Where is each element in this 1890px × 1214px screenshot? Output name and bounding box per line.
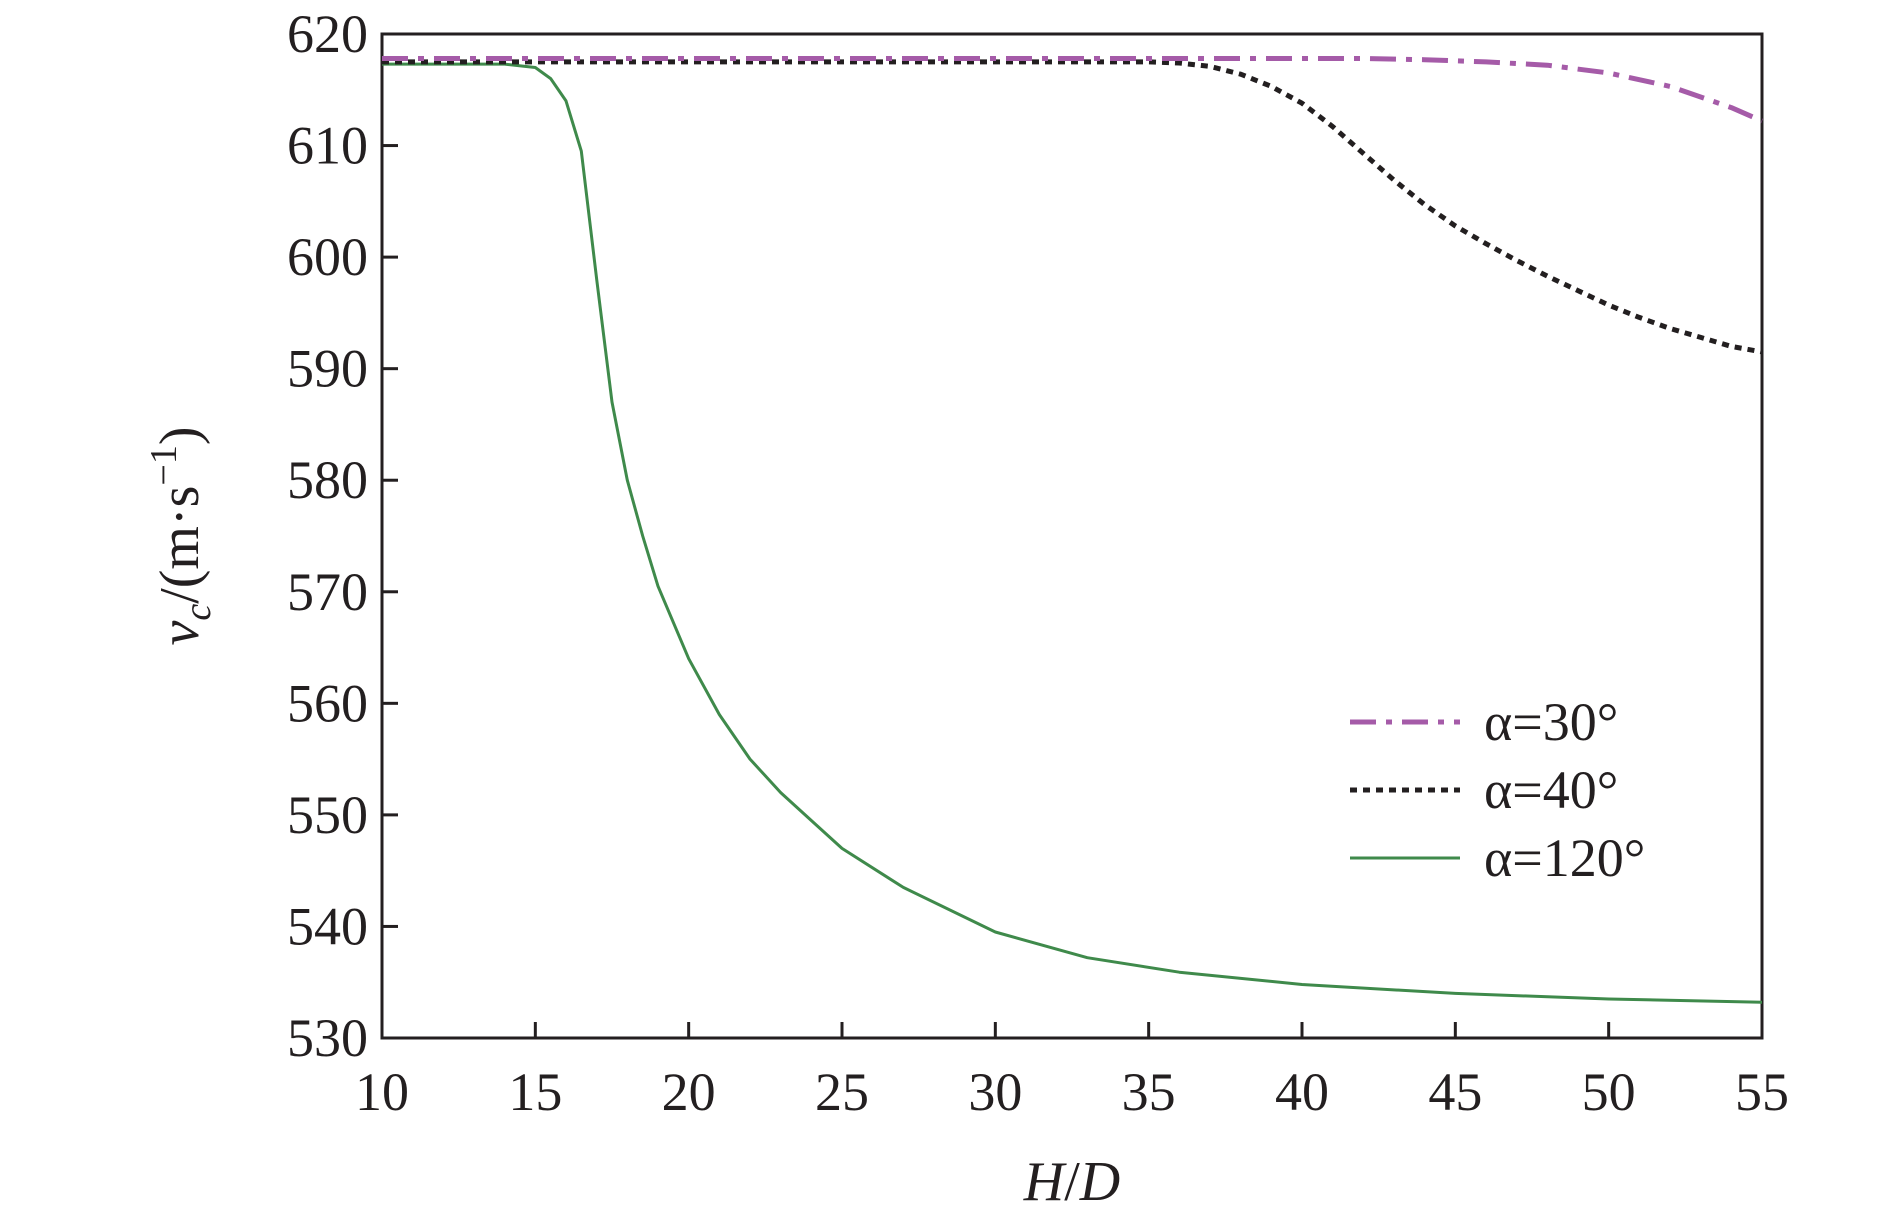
y-tick-label: 560	[287, 673, 368, 733]
y-tick-label: 600	[287, 227, 368, 287]
y-axis-title-v: v	[149, 621, 211, 646]
series-line-2	[382, 62, 1763, 1004]
x-tick-label: 10	[355, 1062, 409, 1122]
x-tick-label: 30	[968, 1062, 1022, 1122]
x-axis-title-slash: /	[1064, 1151, 1080, 1213]
y-axis-title-unit: /(m·s	[149, 486, 211, 604]
x-tick-label: 45	[1428, 1062, 1482, 1122]
legend-label-0: α=30°	[1484, 692, 1618, 752]
series-line-1	[382, 59, 1763, 355]
y-tick-label: 550	[287, 785, 368, 845]
series-layer	[382, 56, 1764, 1004]
legend: α=30° α=40° α=120°	[1350, 692, 1645, 888]
x-axis-ticks: 10 15 20 25 30 35 40 45 50 55	[355, 1022, 1789, 1122]
x-axis-title-h: H	[1023, 1151, 1067, 1213]
series-line-0	[382, 56, 1764, 124]
y-axis-title: vc/(m·s−1)	[143, 426, 219, 645]
x-tick-label: 20	[662, 1062, 716, 1122]
x-axis-title-d: D	[1079, 1151, 1120, 1213]
y-axis-title-close: )	[149, 426, 211, 445]
legend-label-1: α=40°	[1484, 760, 1618, 820]
y-tick-label: 610	[287, 116, 368, 176]
y-axis-ticks: 530 540 550 560 570 580 590 600 610 620	[287, 4, 398, 1068]
x-tick-label: 50	[1582, 1062, 1636, 1122]
y-tick-label: 530	[287, 1008, 368, 1068]
y-tick-label: 580	[287, 450, 368, 510]
x-tick-label: 55	[1735, 1062, 1789, 1122]
x-axis-title: H/D	[1023, 1151, 1120, 1213]
x-tick-label: 15	[508, 1062, 562, 1122]
y-tick-label: 540	[287, 896, 368, 956]
x-tick-label: 40	[1275, 1062, 1329, 1122]
plot-area	[380, 32, 1764, 1040]
x-tick-label: 35	[1122, 1062, 1176, 1122]
y-tick-label: 620	[287, 4, 368, 64]
y-axis-title-exp: −1	[143, 445, 185, 485]
y-tick-label: 590	[287, 339, 368, 399]
x-tick-label: 25	[815, 1062, 869, 1122]
legend-label-2: α=120°	[1484, 828, 1645, 888]
y-tick-label: 570	[287, 562, 368, 622]
y-axis-title-sub: c	[177, 604, 219, 621]
